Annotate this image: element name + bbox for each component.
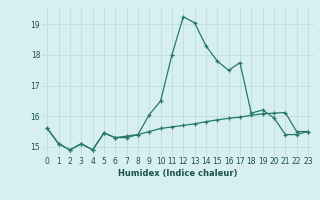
X-axis label: Humidex (Indice chaleur): Humidex (Indice chaleur) [118, 169, 237, 178]
